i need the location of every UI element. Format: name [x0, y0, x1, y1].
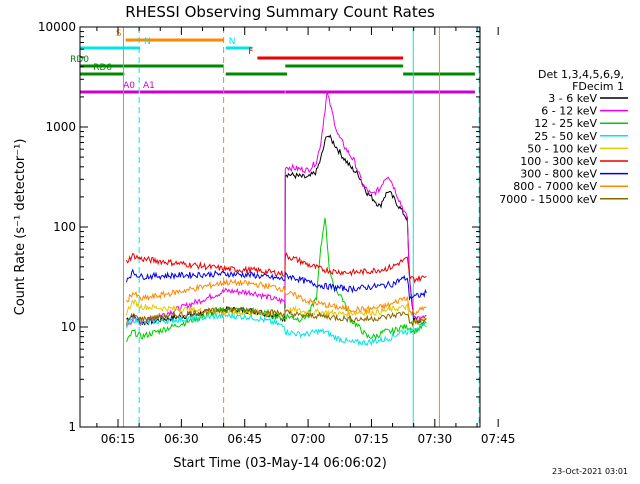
series-line-2: [126, 217, 427, 343]
y-tick-label-4: 10000: [38, 20, 76, 34]
legend-label-2: 12 - 25 keV: [534, 117, 597, 130]
y-tick-label-3: 1000: [45, 120, 76, 134]
x-tick-label-0: 06:15: [101, 432, 136, 446]
series-line-8: [126, 306, 427, 328]
x-tick-label-3: 07:00: [291, 432, 326, 446]
flag-label-0: S: [116, 29, 122, 39]
x-tick-label-2: 06:45: [227, 432, 262, 446]
x-axis: 06:15 06:30 06:45 07:00 07:15 07:30 07:45: [96, 27, 516, 446]
series-line-5: [126, 252, 427, 284]
flag-label-2: N: [229, 37, 236, 47]
y-tick-label-2: 100: [53, 220, 76, 234]
legend-label-3: 25 - 50 keV: [534, 130, 597, 143]
series-line-3: [126, 311, 427, 347]
x-tick-label-1: 06:30: [164, 432, 199, 446]
legend-label-8: 7000 - 15000 keV: [499, 193, 597, 206]
flag-label-3: F: [248, 47, 253, 57]
flag-label-9: A0: [123, 81, 135, 91]
legend-label-4: 50 - 100 keV: [527, 142, 597, 155]
y-axis: 1 10 100 1000 10000: [38, 20, 480, 434]
legend-label-5: 100 - 300 keV: [520, 155, 597, 168]
series-lines: [126, 91, 427, 347]
series-line-4: [126, 298, 427, 326]
legend-label-7: 800 - 7000 keV: [513, 180, 597, 193]
x-tick-label-4: 07:15: [354, 432, 389, 446]
series-line-7: [126, 278, 427, 317]
x-axis-label: Start Time (03-May-14 06:06:02): [173, 456, 387, 471]
flag-label-6: RD6: [93, 63, 112, 73]
y-axis-label: Count Rate (s⁻¹ detector⁻¹): [13, 139, 28, 316]
chart-title: RHESSI Observing Summary Count Rates: [125, 3, 435, 21]
legend-header-line-1: Det 1,3,4,5,6,9,: [538, 68, 624, 81]
series-line-1: [126, 91, 427, 328]
x-tick-label-5: 07:30: [418, 432, 453, 446]
legend-label-6: 300 - 800 keV: [520, 168, 597, 181]
legend-label-1: 6 - 12 keV: [541, 105, 597, 118]
series-line-6: [126, 268, 427, 302]
legend-label-0: 3 - 6 keV: [548, 92, 597, 105]
flag-label-10: A1: [143, 81, 155, 91]
x-tick-label-6: 07:45: [481, 432, 516, 446]
y-tick-label-0: 1: [68, 420, 76, 434]
legend-header-line-2: FDecim 1: [572, 80, 624, 93]
flag-label-1: N: [144, 37, 151, 47]
footer-date: 23-Oct-2021 03:01: [552, 467, 628, 476]
y-tick-label-1: 10: [61, 320, 76, 334]
